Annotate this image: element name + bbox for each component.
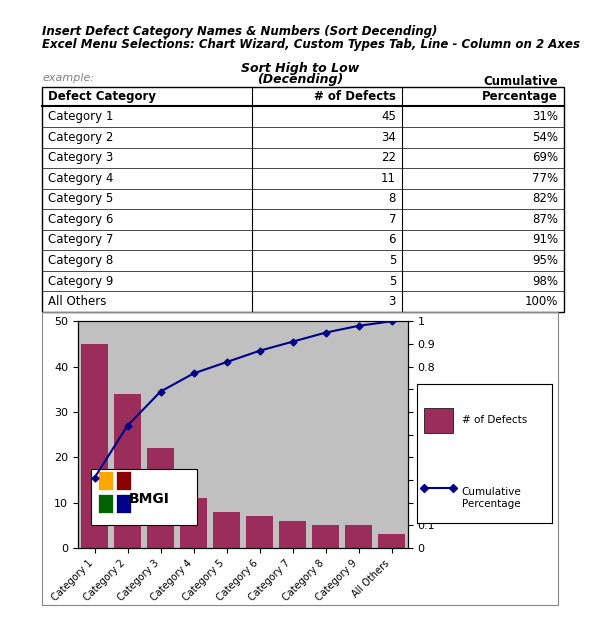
Text: 69%: 69% — [532, 151, 558, 164]
Bar — [313, 525, 339, 548]
Bar — [181, 498, 207, 548]
Text: (Decending): (Decending) — [257, 73, 343, 86]
Text: # of Defects: # of Defects — [314, 90, 396, 103]
Bar — [115, 394, 141, 548]
Bar — [98, 494, 113, 513]
Text: Category 4: Category 4 — [48, 172, 113, 185]
Bar — [214, 512, 240, 548]
Text: Category 5: Category 5 — [48, 192, 113, 205]
Text: 8: 8 — [389, 192, 396, 205]
Text: 87%: 87% — [532, 213, 558, 226]
Text: 45: 45 — [381, 110, 396, 123]
Text: 5: 5 — [389, 254, 396, 267]
Text: # of Defects: # of Defects — [461, 415, 527, 425]
Text: 34: 34 — [381, 131, 396, 144]
Text: Category 6: Category 6 — [48, 213, 113, 226]
Bar — [82, 344, 108, 548]
Text: Cumulative
Percentage: Cumulative Percentage — [461, 487, 521, 509]
Text: 95%: 95% — [532, 254, 558, 267]
Text: Insert Defect Category Names & Numbers (Sort Decending): Insert Defect Category Names & Numbers (… — [42, 25, 437, 38]
Bar — [116, 471, 131, 490]
Text: 100%: 100% — [524, 295, 558, 308]
Text: Category 7: Category 7 — [48, 234, 113, 246]
Text: 3: 3 — [389, 295, 396, 308]
Text: Excel Menu Selections: Chart Wizard, Custom Types Tab, Line - Column on 2 Axes: Excel Menu Selections: Chart Wizard, Cus… — [42, 38, 580, 51]
Text: Defect Category: Defect Category — [48, 90, 156, 103]
FancyBboxPatch shape — [91, 469, 197, 525]
Bar — [280, 521, 306, 548]
Text: 98%: 98% — [532, 275, 558, 287]
Bar — [379, 534, 405, 548]
Bar — [247, 517, 273, 548]
Text: Category 2: Category 2 — [48, 131, 113, 144]
Text: Category 3: Category 3 — [48, 151, 113, 164]
Text: 11: 11 — [381, 172, 396, 185]
Text: 91%: 91% — [532, 234, 558, 246]
Text: example:: example: — [42, 73, 94, 83]
Text: All Others: All Others — [48, 295, 106, 308]
Text: Category 1: Category 1 — [48, 110, 113, 123]
Text: Sort High to Low: Sort High to Low — [241, 62, 359, 75]
Text: 22: 22 — [381, 151, 396, 164]
Text: Category 8: Category 8 — [48, 254, 113, 267]
Text: 7: 7 — [389, 213, 396, 226]
Text: 6: 6 — [389, 234, 396, 246]
Text: 77%: 77% — [532, 172, 558, 185]
Bar — [98, 471, 113, 490]
Text: BMGI: BMGI — [128, 492, 169, 507]
Text: Cumulative
Percentage: Cumulative Percentage — [482, 76, 558, 103]
Bar — [346, 525, 372, 548]
Text: 31%: 31% — [532, 110, 558, 123]
Bar — [424, 408, 454, 433]
Text: 82%: 82% — [532, 192, 558, 205]
Text: Category 9: Category 9 — [48, 275, 113, 287]
Text: 54%: 54% — [532, 131, 558, 144]
Bar — [116, 494, 131, 513]
Bar — [148, 449, 174, 548]
Text: 5: 5 — [389, 275, 396, 287]
